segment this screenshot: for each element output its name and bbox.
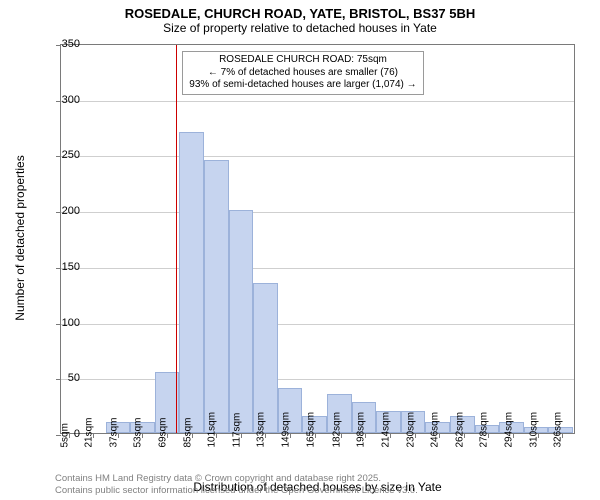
grid-line <box>61 156 574 157</box>
footer-line1: Contains HM Land Registry data © Crown c… <box>55 473 418 484</box>
annotation-line3: 93% of semi-detached houses are larger (… <box>189 79 416 92</box>
ytick-mark <box>56 268 61 269</box>
ytick-label: 200 <box>62 205 80 217</box>
ytick-label: 350 <box>62 38 80 50</box>
ytick-label: 50 <box>68 372 80 384</box>
ytick-label: 0 <box>74 428 80 440</box>
grid-line <box>61 212 574 213</box>
chart-container: ROSEDALE CHURCH ROAD: 75sqm ← 7% of deta… <box>60 44 575 434</box>
histogram-bar <box>179 132 204 433</box>
ytick-label: 300 <box>62 94 80 106</box>
plot-area: ROSEDALE CHURCH ROAD: 75sqm ← 7% of deta… <box>60 44 575 434</box>
grid-line <box>61 101 574 102</box>
grid-line <box>61 324 574 325</box>
footer-line2: Contains public sector information licen… <box>55 485 418 496</box>
ytick-mark <box>56 101 61 102</box>
ytick-mark <box>56 212 61 213</box>
footer-attribution: Contains HM Land Registry data © Crown c… <box>55 473 418 496</box>
grid-line <box>61 379 574 380</box>
chart-title-block: ROSEDALE, CHURCH ROAD, YATE, BRISTOL, BS… <box>0 0 600 35</box>
title-line2: Size of property relative to detached ho… <box>0 21 600 35</box>
annotation-box: ROSEDALE CHURCH ROAD: 75sqm ← 7% of deta… <box>182 51 423 95</box>
grid-line <box>61 268 574 269</box>
ytick-mark <box>56 156 61 157</box>
ytick-label: 250 <box>62 149 80 161</box>
histogram-bar <box>253 283 278 433</box>
annotation-line2: ← 7% of detached houses are smaller (76) <box>189 67 416 80</box>
ytick-mark <box>56 45 61 46</box>
ytick-label: 150 <box>62 261 80 273</box>
histogram-bar <box>229 210 254 433</box>
ytick-label: 100 <box>62 317 80 329</box>
y-axis-label: Number of detached properties <box>13 138 27 338</box>
histogram-bar <box>204 160 229 433</box>
ytick-mark <box>56 324 61 325</box>
property-marker-line <box>176 45 177 433</box>
ytick-mark <box>56 379 61 380</box>
title-line1: ROSEDALE, CHURCH ROAD, YATE, BRISTOL, BS… <box>0 6 600 21</box>
annotation-line1: ROSEDALE CHURCH ROAD: 75sqm <box>189 54 416 67</box>
